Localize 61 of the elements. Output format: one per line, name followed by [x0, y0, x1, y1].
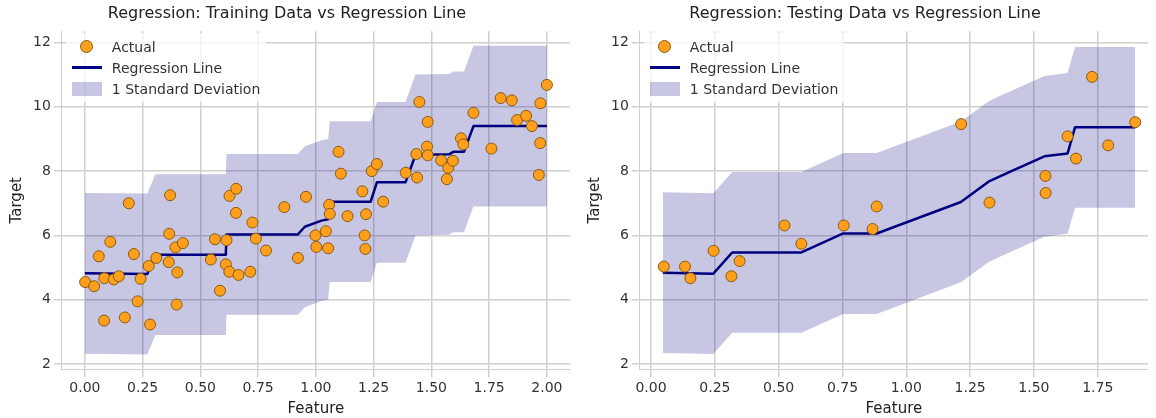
point: [1129, 116, 1142, 129]
x-tick-label: 1.50: [1018, 379, 1050, 396]
y-tick-label: 8: [41, 161, 51, 178]
point: [1102, 139, 1115, 152]
legend-label: Actual: [111, 38, 156, 55]
y-tick-label: 8: [619, 161, 629, 178]
point: [678, 260, 691, 273]
point: [707, 244, 720, 257]
y-tick-label: 6: [41, 226, 51, 243]
x-tick-label: 1.25: [954, 379, 986, 396]
legend-label: Regression Line: [111, 59, 223, 76]
x-tick-label: 1.00: [890, 379, 922, 396]
point: [866, 222, 879, 235]
x-tick-label: 0.25: [699, 379, 731, 396]
x-tick-label: 0.00: [69, 379, 101, 396]
annotation: 1 Standard Deviation: [111, 80, 261, 97]
y-tick-label: 10: [610, 97, 629, 114]
point: [657, 260, 670, 273]
y-tick-label: 2: [619, 354, 629, 371]
y-tick-label: 12: [610, 33, 629, 50]
legend-label: Actual: [689, 38, 734, 55]
x-tick-label: 0.75: [242, 379, 274, 396]
x-tick-label: 1.00: [300, 379, 332, 396]
point: [725, 270, 738, 283]
point: [1061, 130, 1074, 143]
point: [795, 237, 808, 250]
point: [684, 272, 697, 285]
x-tick-label: 0.50: [184, 379, 216, 396]
point: [1039, 186, 1052, 199]
y-tick-label: 4: [41, 290, 51, 307]
point: [955, 118, 968, 131]
y-tick-label: 6: [619, 226, 629, 243]
point: [837, 219, 850, 232]
x-axis-title: Feature: [865, 398, 923, 417]
point: [1070, 152, 1083, 165]
legend-label: Regression Line: [689, 59, 801, 76]
y-tick-label: 12: [32, 33, 51, 50]
x-tick-label: 2.00: [531, 379, 563, 396]
x-axis-title: Feature: [287, 398, 345, 417]
x-tick-label: 1.50: [415, 379, 447, 396]
x-tick-label: 1.75: [473, 379, 505, 396]
x-tick-label: 0.25: [127, 379, 159, 396]
chart-title: Regression: Testing Data vs Regression Line: [689, 2, 1041, 22]
y-tick-label: 4: [619, 290, 629, 307]
x-tick-label: 0.00: [635, 379, 667, 396]
y-axis-title: Target: [6, 176, 25, 225]
point: [983, 196, 996, 209]
x-tick-label: 0.50: [763, 379, 795, 396]
x-tick-label: 0.75: [826, 379, 859, 396]
x-tick-label: 1.75: [1082, 379, 1114, 396]
point: [778, 219, 791, 232]
y-tick-label: 2: [41, 354, 51, 371]
x-tick-label: 1.25: [358, 379, 390, 396]
annotation: 1 Standard Deviation: [689, 80, 839, 97]
point: [1086, 70, 1099, 83]
point: [870, 200, 883, 213]
y-axis-title: Target: [584, 176, 603, 225]
point: [1039, 169, 1052, 182]
point: [733, 255, 746, 268]
y-tick-label: 10: [32, 97, 51, 114]
chart-title: Regression: Training Data vs Regression Line: [107, 2, 467, 22]
